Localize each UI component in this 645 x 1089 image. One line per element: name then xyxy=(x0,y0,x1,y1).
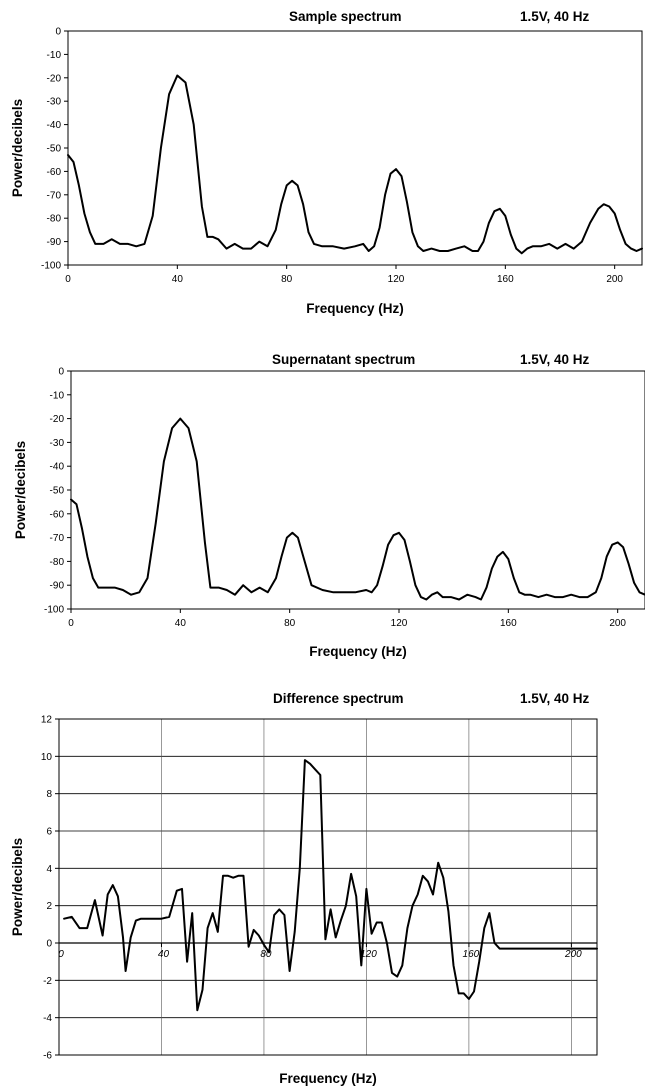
x-tick-label: 200 xyxy=(609,618,626,629)
x-tick-label: 120 xyxy=(391,618,408,629)
x-tick-label: 80 xyxy=(281,274,293,285)
x-tick-label: 120 xyxy=(360,949,377,960)
y-tick-label: -2 xyxy=(43,976,52,987)
y-tick-label: -60 xyxy=(47,167,62,178)
spectrum-series-line xyxy=(67,74,643,255)
x-tick-label: 0 xyxy=(65,274,71,285)
y-tick-label: -40 xyxy=(47,120,62,131)
y-tick-label: -70 xyxy=(47,190,62,201)
chart-subtitle: 1.5V, 40 Hz xyxy=(520,352,590,367)
chart-subtitle: 1.5V, 40 Hz xyxy=(520,691,590,706)
y-tick-label: -4 xyxy=(43,1013,52,1024)
sample-spectrum-chart: 0 -10 -20 -30 -40 -50 -60 -70 -80 -90 -100 0 40 80 120… xyxy=(10,27,643,316)
x-tick-label: 40 xyxy=(158,949,170,960)
plot-frame xyxy=(58,718,598,1056)
y-axis-label: Power/decibels xyxy=(10,838,25,936)
y-tick-label: -80 xyxy=(50,557,65,568)
y-tick-label: 2 xyxy=(46,901,52,912)
x-tick-label: 200 xyxy=(564,949,582,960)
y-tick-label: 8 xyxy=(46,789,52,800)
x-tick-label: 160 xyxy=(500,618,517,629)
y-tick-label: -70 xyxy=(50,533,65,544)
y-tick-label: -40 xyxy=(50,462,65,473)
y-tick-label: 4 xyxy=(46,864,52,875)
x-tick-label: 160 xyxy=(463,949,480,960)
y-tick-label: -10 xyxy=(50,390,65,401)
x-tick-label: 40 xyxy=(172,274,184,285)
spectrum-series-line xyxy=(70,417,645,601)
spectrum-series-line xyxy=(63,759,598,1012)
x-tick-label: 80 xyxy=(260,949,272,960)
supernatant-spectrum-panel: Supernatant spectrum 1.5V, 40 Hz 0 -10 -20… xyxy=(13,352,645,659)
y-tick-label: -6 xyxy=(43,1051,52,1062)
x-tick-label: 160 xyxy=(497,274,514,285)
y-tick-label: -30 xyxy=(50,438,65,449)
y-tick-label: -10 xyxy=(47,50,62,61)
sample-spectrum-panel: Sample spectrum 1.5V, 40 Hz 0 -10 -20 -30 -4… xyxy=(0,0,645,325)
y-tick-label: -20 xyxy=(47,73,62,84)
x-tick-label: 200 xyxy=(606,274,623,285)
x-tick-label: 0 xyxy=(58,949,64,960)
x-tick-label: 120 xyxy=(388,274,405,285)
y-tick-label: -50 xyxy=(50,486,65,497)
x-axis-label: Frequency (Hz) xyxy=(279,1071,377,1086)
x-axis-label: Frequency (Hz) xyxy=(309,644,407,659)
y-tick-label: 0 xyxy=(46,939,52,950)
y-tick-label: -20 xyxy=(50,414,65,425)
y-tick-label: -30 xyxy=(47,97,62,108)
y-tick-label: 6 xyxy=(46,827,52,838)
supernatant-spectrum-chart: 0 -10 -20 -30 -40 -50 -60 -70 -80 -90 -100 0 40 80 120… xyxy=(13,367,645,659)
chart-title: Supernatant spectrum xyxy=(272,352,416,367)
y-tick-label: -90 xyxy=(47,237,62,248)
y-tick-label: 10 xyxy=(41,752,53,763)
chart-subtitle: 1.5V, 40 Hz xyxy=(520,9,590,24)
y-tick-label: -90 xyxy=(50,581,65,592)
chart-title: Sample spectrum xyxy=(289,9,402,24)
y-tick-label: -60 xyxy=(50,509,65,520)
y-axis-label: Power/decibels xyxy=(13,441,28,539)
x-tick-label: 0 xyxy=(68,618,74,629)
y-tick-label: 0 xyxy=(58,367,64,378)
y-tick-label: 0 xyxy=(55,27,61,38)
chart-title: Difference spectrum xyxy=(273,691,404,706)
y-tick-label: 12 xyxy=(41,715,53,726)
y-tick-label: -80 xyxy=(47,214,62,225)
x-axis-label: Frequency (Hz) xyxy=(306,301,404,316)
y-tick-label: -100 xyxy=(41,261,61,272)
y-axis-label: Power/decibels xyxy=(10,99,25,197)
y-tick-label: -100 xyxy=(44,605,64,616)
y-tick-label: -50 xyxy=(47,144,62,155)
x-tick-label: 40 xyxy=(175,618,187,629)
x-tick-label: 80 xyxy=(284,618,296,629)
